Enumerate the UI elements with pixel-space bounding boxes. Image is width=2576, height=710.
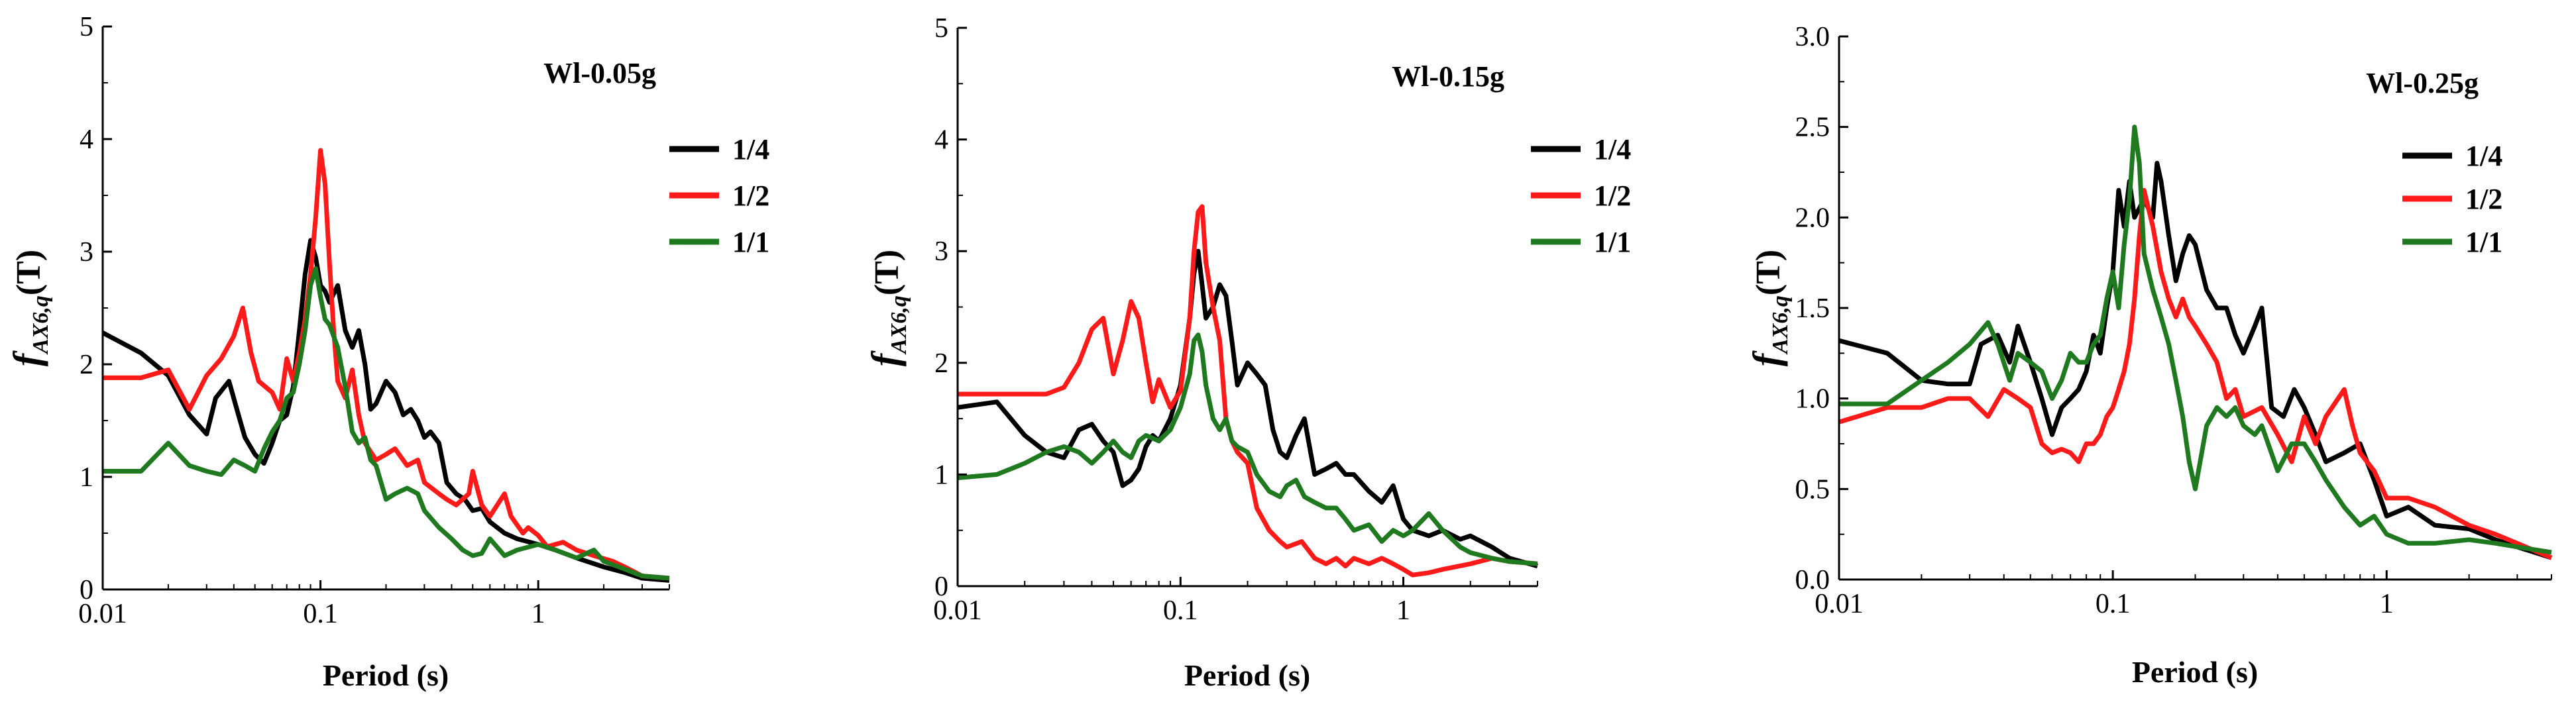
y-tick-label: 2.0 [1795,203,1830,233]
y-tick-label: 2 [934,348,948,379]
legend: 1/4 1/2 1/1 [1531,133,1631,258]
y-axis-title-paren: (T) [1750,250,1787,295]
plot-area [1838,125,2553,560]
x-tick-label: 1 [532,599,545,629]
y-tick-label: 0.0 [1795,565,1830,595]
y-axis-title: fAX6,q(T) [5,250,53,367]
series-line-1-2 [958,204,1538,578]
legend-label-1-4: 1/4 [1594,133,1631,166]
x-tick-label: 0.1 [303,599,338,629]
chart-title: Wl-0.25g [2366,67,2479,99]
x-tick-label: 0.1 [2096,589,2131,619]
series-line-1-4 [101,238,670,583]
y-tick-label: 4 [934,125,948,156]
legend-label-1-2: 1/2 [2465,183,2502,215]
x-tick-label: 1 [1396,595,1410,626]
axes: 0 1 2 3 4 5 0.01 0.1 1 [933,13,1538,626]
chart-panel-1: Wl-0.05g Period (s) fAX6,q(T) 1/4 1/2 1/… [5,12,769,692]
x-axis-title: Period (s) [2132,655,2258,689]
x-axis-title: Period (s) [1184,658,1310,692]
legend-label-1-4: 1/4 [732,133,769,166]
y-tick-label: 3.0 [1795,22,1830,52]
y-axis-title-subscript: AX6,q [887,295,911,355]
chart-panel-2: Wl-0.15g Period (s) fAX6,q(T) 1/4 1/2 1/… [864,13,1631,692]
svg-text:fAX6,q(T): fAX6,q(T) [864,250,911,367]
y-tick-label: 2 [80,350,93,380]
y-axis-title-paren: (T) [868,250,906,295]
y-tick-label: 3 [80,237,93,268]
x-tick-label: 0.01 [78,599,127,629]
chart-title: Wl-0.15g [1392,60,1504,93]
y-tick-label: 3 [934,236,948,267]
y-axis-title: fAX6,q(T) [1745,250,1793,367]
y-tick-label: 0.5 [1795,474,1830,505]
svg-text:fAX6,q(T): fAX6,q(T) [1745,250,1793,367]
chart-panel-3: Wl-0.25g Period (s) fAX6,q(T) 1/4 1/2 1/… [1745,22,2553,689]
legend-label-1-1: 1/1 [732,226,769,258]
series-line-1-4 [1838,160,2553,560]
y-tick-label: 1.0 [1795,384,1830,415]
legend: 1/4 1/2 1/1 [669,133,769,258]
plot-area [957,204,1538,578]
y-tick-label: 1.5 [1795,293,1830,324]
chart-title: Wl-0.05g [543,57,656,89]
y-axis-title-subscript: AX6,q [28,295,53,355]
y-axis-title: fAX6,q(T) [864,250,911,367]
legend-label-1-4: 1/4 [2465,140,2502,172]
series-line-1-1 [103,266,670,581]
y-tick-label: 4 [80,125,93,155]
series-line-1-4 [957,248,1538,569]
x-tick-label: 1 [2380,589,2394,619]
svg-text:fAX6,q(T): fAX6,q(T) [5,250,53,367]
legend: 1/4 1/2 1/1 [2402,140,2502,258]
y-tick-label: 2.5 [1795,113,1830,143]
y-tick-label: 1 [80,462,93,493]
y-tick-label: 0 [934,572,948,602]
y-tick-label: 5 [80,12,93,42]
legend-label-1-2: 1/2 [1594,179,1631,212]
series-line-1-2 [1838,187,2553,560]
legend-label-1-1: 1/1 [2465,226,2502,258]
x-tick-label: 0.01 [1815,589,1864,619]
y-tick-label: 5 [934,13,948,44]
y-tick-label: 0 [80,575,93,605]
axes: 0.0 0.5 1.0 1.5 2.0 2.5 3.0 0.01 0.1 1 [1795,22,2552,619]
legend-label-1-1: 1/1 [1594,226,1631,258]
legend-label-1-2: 1/2 [732,179,769,212]
y-axis-title-paren: (T) [10,250,48,295]
plot-area [101,148,670,583]
series-line-1-2 [103,148,670,581]
series-line-1-1 [1839,125,2552,555]
x-tick-label: 0.01 [933,595,982,626]
x-tick-label: 0.1 [1163,595,1198,626]
x-axis-title: Period (s) [323,658,449,692]
y-tick-label: 1 [934,460,948,490]
y-axis-title-subscript: AX6,q [1768,295,1793,355]
series-line-1-1 [957,332,1538,566]
axes: 0 1 2 3 4 5 0.01 0.1 1 [78,12,670,629]
